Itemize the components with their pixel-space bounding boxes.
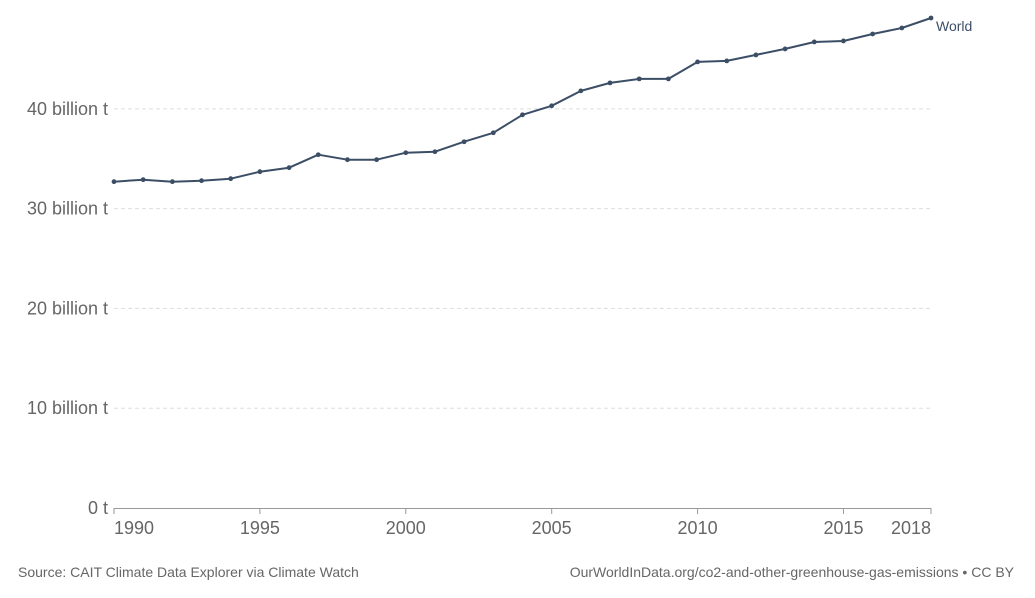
data-point[interactable] [286, 165, 292, 171]
y-tick-label: 30 billion t [27, 199, 108, 219]
x-tick-label: 2010 [678, 518, 718, 538]
x-tick-label: 1990 [114, 518, 154, 538]
data-point[interactable] [374, 157, 380, 163]
data-point[interactable] [870, 31, 876, 37]
x-tick-label: 2005 [532, 518, 572, 538]
url-note[interactable]: OurWorldInData.org/co2-and-other-greenho… [569, 564, 1014, 580]
x-tick-label: 2015 [823, 518, 863, 538]
y-tick-label: 20 billion t [27, 298, 108, 318]
data-point[interactable] [520, 112, 525, 118]
series-label-world: World [936, 18, 972, 34]
data-point[interactable] [111, 179, 117, 185]
data-point[interactable] [228, 176, 234, 182]
source-note: Source: CAIT Climate Data Explorer via C… [18, 564, 359, 580]
data-point[interactable] [841, 38, 846, 44]
data-point[interactable] [724, 58, 730, 64]
data-point[interactable] [490, 130, 496, 136]
series-line-world [113, 17, 932, 183]
y-tick-label: 10 billion t [27, 398, 108, 418]
data-point[interactable] [140, 177, 146, 183]
data-point[interactable] [169, 179, 175, 185]
series-layer: World [111, 15, 972, 185]
data-point[interactable] [315, 152, 321, 158]
data-point[interactable] [811, 39, 817, 45]
y-axis-tick-labels: 0 t 10 billion t 20 billion t 30 billion t 4… [27, 99, 108, 518]
data-point[interactable] [549, 103, 555, 109]
x-tick-label: 2018 [891, 518, 931, 538]
data-point[interactable] [578, 88, 584, 94]
x-axis: 1990 1995 2000 2005 2010 2015 2018 [113, 508, 932, 538]
data-point[interactable] [753, 52, 759, 58]
data-point[interactable] [461, 139, 467, 145]
data-point[interactable] [199, 178, 204, 184]
grid-lines [114, 108, 931, 409]
data-point[interactable] [782, 46, 788, 52]
y-tick-label: 0 t [88, 498, 108, 518]
x-tick-label: 1995 [240, 518, 280, 538]
data-point[interactable] [257, 169, 263, 175]
data-point[interactable] [403, 150, 409, 156]
data-point[interactable] [636, 76, 642, 82]
data-point[interactable] [345, 157, 350, 163]
data-point[interactable] [665, 76, 671, 82]
data-point[interactable] [607, 80, 613, 86]
y-tick-label: 40 billion t [27, 99, 108, 119]
data-point[interactable] [695, 59, 700, 65]
x-tick-label: 2000 [386, 518, 426, 538]
data-point[interactable] [928, 15, 934, 21]
data-point[interactable] [432, 149, 438, 155]
data-point[interactable] [899, 25, 905, 31]
